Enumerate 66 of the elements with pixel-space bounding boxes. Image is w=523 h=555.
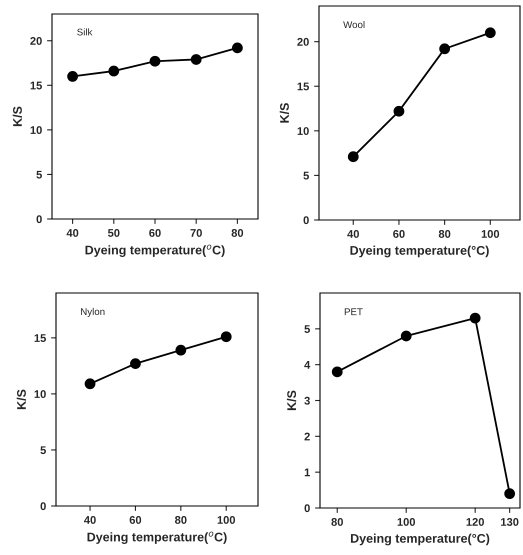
x-tick-label: 130 — [501, 518, 518, 526]
point — [67, 71, 78, 82]
point — [232, 42, 243, 54]
y-tick-label: 20 — [297, 38, 309, 46]
y-tick-label: 0 — [40, 502, 46, 510]
y-tick-label: 4 — [304, 361, 310, 369]
x-axis-title: Dyeing temperature(°C) — [350, 246, 489, 258]
point — [190, 54, 202, 65]
x-axis-title: Dyeing temperature($^{o}$C) — [88, 532, 227, 544]
x-tick-label: 120 — [466, 518, 484, 526]
y-axis-title: K/S — [12, 106, 22, 126]
point — [439, 43, 450, 54]
y-tick-label: 5 — [303, 172, 309, 180]
text: Nylon — [81, 308, 104, 317]
x-tick-label: 80 — [331, 518, 343, 526]
x-tick-label: 80 — [175, 516, 187, 524]
y-tick-label: 2 — [304, 432, 310, 440]
point — [400, 330, 412, 342]
x-tick-label: 70 — [190, 229, 202, 237]
y-tick-label: 5 — [40, 446, 46, 454]
point — [220, 331, 232, 342]
x-tick-label: 80 — [438, 230, 450, 238]
y-tick-label: 1 — [304, 468, 310, 476]
y-tick-label: 0 — [304, 216, 309, 224]
x-tick-label: 60 — [149, 229, 161, 237]
y-tick-label: 0 — [36, 215, 42, 224]
point — [348, 151, 359, 162]
x-tick-label: 100 — [218, 516, 236, 524]
y-tick-label: 0 — [304, 504, 310, 512]
y-tick-label: 10 — [34, 390, 46, 398]
x-tick-label: 100 — [482, 230, 500, 238]
point — [394, 106, 404, 117]
text: Silk — [77, 28, 92, 36]
point — [150, 56, 160, 67]
x-tick-label: 60 — [393, 230, 405, 238]
y-tick-label: 15 — [34, 334, 46, 342]
x-tick-label: 40 — [66, 229, 78, 237]
point — [108, 66, 120, 76]
y-tick-label: 5 — [304, 325, 310, 333]
y-tick-label: 15 — [30, 82, 42, 90]
point — [332, 366, 343, 378]
y-axis-title: K/S — [286, 390, 296, 410]
point — [484, 27, 496, 38]
y-tick-label: 10 — [298, 127, 309, 135]
point — [84, 378, 96, 390]
y-tick-label: 3 — [304, 396, 310, 405]
y-tick-label: 10 — [30, 126, 42, 134]
y-tick-label: 20 — [30, 37, 42, 45]
x-tick-label: 80 — [232, 229, 244, 237]
y-axis-title: K/S — [16, 390, 26, 410]
x-axis-title: Dyeing temperature($^{o}$C) — [86, 244, 225, 257]
point — [130, 358, 141, 370]
x-tick-label: 60 — [130, 516, 142, 524]
point — [470, 312, 481, 324]
x-tick-label: 40 — [347, 230, 359, 238]
text: Wool — [343, 20, 364, 28]
x-axis-title: Dyeing temperature(°C) — [350, 534, 490, 546]
point — [175, 344, 186, 356]
x-tick-label: 50 — [108, 229, 120, 237]
y-tick-label: 5 — [36, 170, 42, 179]
y-tick-label: 15 — [298, 82, 309, 90]
text: PET — [344, 308, 363, 316]
y-axis-title: K/S — [280, 103, 290, 123]
x-tick-label: 100 — [398, 518, 416, 526]
point — [504, 488, 516, 500]
x-tick-label: 40 — [84, 516, 96, 524]
